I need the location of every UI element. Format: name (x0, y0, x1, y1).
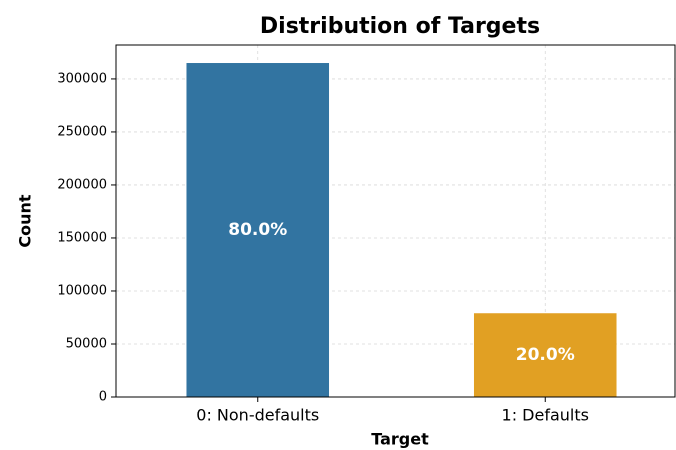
bar (186, 63, 330, 397)
bar (473, 313, 617, 397)
y-tick-label: 250000 (57, 124, 107, 139)
chart-title: Distribution of Targets (260, 14, 540, 39)
y-axis-label: Count (16, 194, 35, 248)
y-tick-label: 50000 (66, 336, 107, 351)
x-tick-label: 0: Non-defaults (196, 406, 319, 425)
y-tick-label: 200000 (57, 177, 107, 192)
x-axis-label: Target (371, 430, 429, 449)
y-tick-label: 100000 (57, 283, 107, 298)
y-tick-label: 0 (99, 390, 107, 405)
y-tick-label: 150000 (57, 230, 107, 245)
plot-frame (115, 44, 676, 398)
y-tick-label: 300000 (57, 71, 107, 86)
data-label: 20.0% (516, 345, 575, 365)
data-label: 80.0% (228, 220, 287, 240)
x-tick-label: 1: Defaults (502, 406, 589, 425)
